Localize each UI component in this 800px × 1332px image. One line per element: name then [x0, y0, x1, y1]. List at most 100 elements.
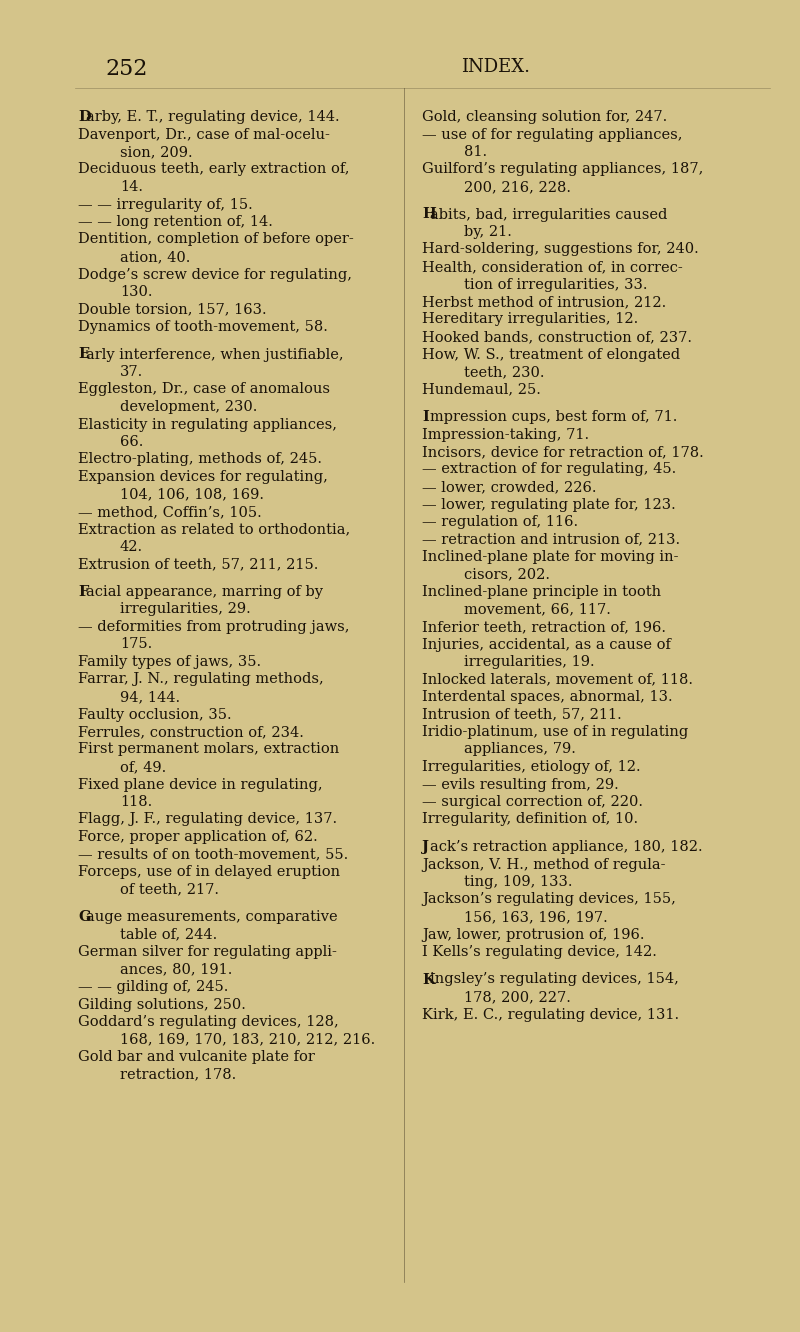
- Text: acial appearance, marring of by: acial appearance, marring of by: [86, 585, 322, 599]
- Text: G: G: [78, 910, 90, 924]
- Text: arly interference, when justifiable,: arly interference, when justifiable,: [86, 348, 343, 361]
- Text: cisors, 202.: cisors, 202.: [464, 567, 550, 582]
- Text: Dynamics of tooth-movement, 58.: Dynamics of tooth-movement, 58.: [78, 320, 328, 334]
- Text: Ferrules, construction of, 234.: Ferrules, construction of, 234.: [78, 725, 304, 739]
- Text: — extraction of for regulating, 45.: — extraction of for regulating, 45.: [422, 462, 676, 477]
- Text: Flagg, J. F., regulating device, 137.: Flagg, J. F., regulating device, 137.: [78, 813, 337, 826]
- Text: by, 21.: by, 21.: [464, 225, 512, 238]
- Text: Eggleston, Dr., case of anomalous: Eggleston, Dr., case of anomalous: [78, 382, 330, 397]
- Text: Injuries, accidental, as a cause of: Injuries, accidental, as a cause of: [422, 638, 671, 651]
- Text: — — gilding of, 245.: — — gilding of, 245.: [78, 980, 228, 994]
- Text: — retraction and intrusion of, 213.: — retraction and intrusion of, 213.: [422, 533, 680, 546]
- Text: — lower, crowded, 226.: — lower, crowded, 226.: [422, 480, 597, 494]
- Text: K: K: [422, 972, 434, 987]
- Text: 252: 252: [105, 59, 147, 80]
- Text: teeth, 230.: teeth, 230.: [464, 365, 545, 380]
- Text: Goddard’s regulating devices, 128,: Goddard’s regulating devices, 128,: [78, 1015, 338, 1030]
- Text: Faulty occlusion, 35.: Faulty occlusion, 35.: [78, 707, 232, 722]
- Text: J: J: [422, 840, 429, 854]
- Text: Hooked bands, construction of, 237.: Hooked bands, construction of, 237.: [422, 330, 692, 344]
- Text: Force, proper application of, 62.: Force, proper application of, 62.: [78, 830, 318, 844]
- Text: 81.: 81.: [464, 145, 487, 159]
- Text: 175.: 175.: [120, 638, 152, 651]
- Text: Guilford’s regulating appliances, 187,: Guilford’s regulating appliances, 187,: [422, 163, 703, 177]
- Text: Expansion devices for regulating,: Expansion devices for regulating,: [78, 470, 328, 484]
- Text: Herbst method of intrusion, 212.: Herbst method of intrusion, 212.: [422, 294, 666, 309]
- Text: tion of irregularities, 33.: tion of irregularities, 33.: [464, 277, 647, 292]
- Text: 130.: 130.: [120, 285, 153, 298]
- Text: Interdental spaces, abnormal, 13.: Interdental spaces, abnormal, 13.: [422, 690, 673, 705]
- Text: 156, 163, 196, 197.: 156, 163, 196, 197.: [464, 910, 608, 924]
- Text: Double torsion, 157, 163.: Double torsion, 157, 163.: [78, 302, 266, 317]
- Text: — lower, regulating plate for, 123.: — lower, regulating plate for, 123.: [422, 497, 676, 511]
- Text: — results of on tooth-movement, 55.: — results of on tooth-movement, 55.: [78, 847, 348, 862]
- Text: Dentition, completion of before oper-: Dentition, completion of before oper-: [78, 233, 354, 246]
- Text: table of, 244.: table of, 244.: [120, 927, 218, 942]
- Text: abits, bad, irregularities caused: abits, bad, irregularities caused: [430, 208, 667, 221]
- Text: of, 49.: of, 49.: [120, 761, 166, 774]
- Text: Electro-plating, methods of, 245.: Electro-plating, methods of, 245.: [78, 453, 322, 466]
- Text: Gold, cleansing solution for, 247.: Gold, cleansing solution for, 247.: [422, 111, 667, 124]
- Text: sion, 209.: sion, 209.: [120, 145, 193, 159]
- Text: ation, 40.: ation, 40.: [120, 250, 190, 264]
- Text: — method, Coffin’s, 105.: — method, Coffin’s, 105.: [78, 505, 262, 519]
- Text: ances, 80, 191.: ances, 80, 191.: [120, 963, 232, 976]
- Text: 94, 144.: 94, 144.: [120, 690, 180, 705]
- Text: Fixed plane device in regulating,: Fixed plane device in regulating,: [78, 778, 322, 791]
- Text: irregularities, 29.: irregularities, 29.: [120, 602, 250, 617]
- Text: Irregularities, etiology of, 12.: Irregularities, etiology of, 12.: [422, 761, 641, 774]
- Text: of teeth, 217.: of teeth, 217.: [120, 883, 219, 896]
- Text: Farrar, J. N., regulating methods,: Farrar, J. N., regulating methods,: [78, 673, 324, 686]
- Text: Incisors, device for retraction of, 178.: Incisors, device for retraction of, 178.: [422, 445, 704, 460]
- Text: First permanent molars, extraction: First permanent molars, extraction: [78, 742, 339, 757]
- Text: appliances, 79.: appliances, 79.: [464, 742, 576, 757]
- Text: Extraction as related to orthodontia,: Extraction as related to orthodontia,: [78, 522, 350, 537]
- Text: retraction, 178.: retraction, 178.: [120, 1067, 236, 1082]
- Text: ingsley’s regulating devices, 154,: ingsley’s regulating devices, 154,: [430, 972, 678, 987]
- Text: German silver for regulating appli-: German silver for regulating appli-: [78, 944, 337, 959]
- Text: — deformities from protruding jaws,: — deformities from protruding jaws,: [78, 619, 350, 634]
- Text: movement, 66, 117.: movement, 66, 117.: [464, 602, 611, 617]
- Text: Davenport, Dr., case of mal-ocelu-: Davenport, Dr., case of mal-ocelu-: [78, 128, 330, 141]
- Text: 200, 216, 228.: 200, 216, 228.: [464, 180, 571, 194]
- Text: 37.: 37.: [120, 365, 143, 380]
- Text: Elasticity in regulating appliances,: Elasticity in regulating appliances,: [78, 417, 337, 432]
- Text: Gold bar and vulcanite plate for: Gold bar and vulcanite plate for: [78, 1050, 315, 1064]
- Text: 42.: 42.: [120, 539, 143, 554]
- Text: 104, 106, 108, 169.: 104, 106, 108, 169.: [120, 488, 264, 502]
- Text: — evils resulting from, 29.: — evils resulting from, 29.: [422, 778, 618, 791]
- Text: 66.: 66.: [120, 436, 143, 449]
- Text: Health, consideration of, in correc-: Health, consideration of, in correc-: [422, 260, 682, 274]
- Text: Extrusion of teeth, 57, 211, 215.: Extrusion of teeth, 57, 211, 215.: [78, 558, 318, 571]
- Text: 118.: 118.: [120, 795, 152, 809]
- Text: Jackson, V. H., method of regula-: Jackson, V. H., method of regula-: [422, 858, 666, 871]
- Text: Deciduous teeth, early extraction of,: Deciduous teeth, early extraction of,: [78, 163, 350, 177]
- Text: ack’s retraction appliance, 180, 182.: ack’s retraction appliance, 180, 182.: [430, 840, 702, 854]
- Text: Hundemaul, 25.: Hundemaul, 25.: [422, 382, 541, 397]
- Text: Inclined-plane principle in tooth: Inclined-plane principle in tooth: [422, 585, 661, 599]
- Text: 14.: 14.: [120, 180, 143, 194]
- Text: I Kells’s regulating device, 142.: I Kells’s regulating device, 142.: [422, 944, 657, 959]
- Text: Jackson’s regulating devices, 155,: Jackson’s regulating devices, 155,: [422, 892, 676, 907]
- Text: 178, 200, 227.: 178, 200, 227.: [464, 990, 571, 1004]
- Text: E: E: [78, 348, 89, 361]
- Text: D: D: [78, 111, 90, 124]
- Text: — — long retention of, 14.: — — long retention of, 14.: [78, 214, 273, 229]
- Text: Family types of jaws, 35.: Family types of jaws, 35.: [78, 655, 261, 669]
- Text: Forceps, use of in delayed eruption: Forceps, use of in delayed eruption: [78, 864, 340, 879]
- Text: 168, 169, 170, 183, 210, 212, 216.: 168, 169, 170, 183, 210, 212, 216.: [120, 1032, 375, 1047]
- Text: Inferior teeth, retraction of, 196.: Inferior teeth, retraction of, 196.: [422, 619, 666, 634]
- Text: development, 230.: development, 230.: [120, 400, 258, 414]
- Text: Dodge’s screw device for regulating,: Dodge’s screw device for regulating,: [78, 268, 352, 281]
- Text: H: H: [422, 208, 436, 221]
- Text: auge measurements, comparative: auge measurements, comparative: [86, 910, 337, 924]
- Text: Inclined-plane plate for moving in-: Inclined-plane plate for moving in-: [422, 550, 678, 563]
- Text: — use of for regulating appliances,: — use of for regulating appliances,: [422, 128, 682, 141]
- Text: — regulation of, 116.: — regulation of, 116.: [422, 515, 578, 529]
- Text: Iridio-platinum, use of in regulating: Iridio-platinum, use of in regulating: [422, 725, 688, 739]
- Text: Hereditary irregularities, 12.: Hereditary irregularities, 12.: [422, 313, 638, 326]
- Text: I: I: [422, 410, 429, 424]
- Text: Irregularity, definition of, 10.: Irregularity, definition of, 10.: [422, 813, 638, 826]
- Text: — surgical correction of, 220.: — surgical correction of, 220.: [422, 795, 643, 809]
- Text: F: F: [78, 585, 88, 599]
